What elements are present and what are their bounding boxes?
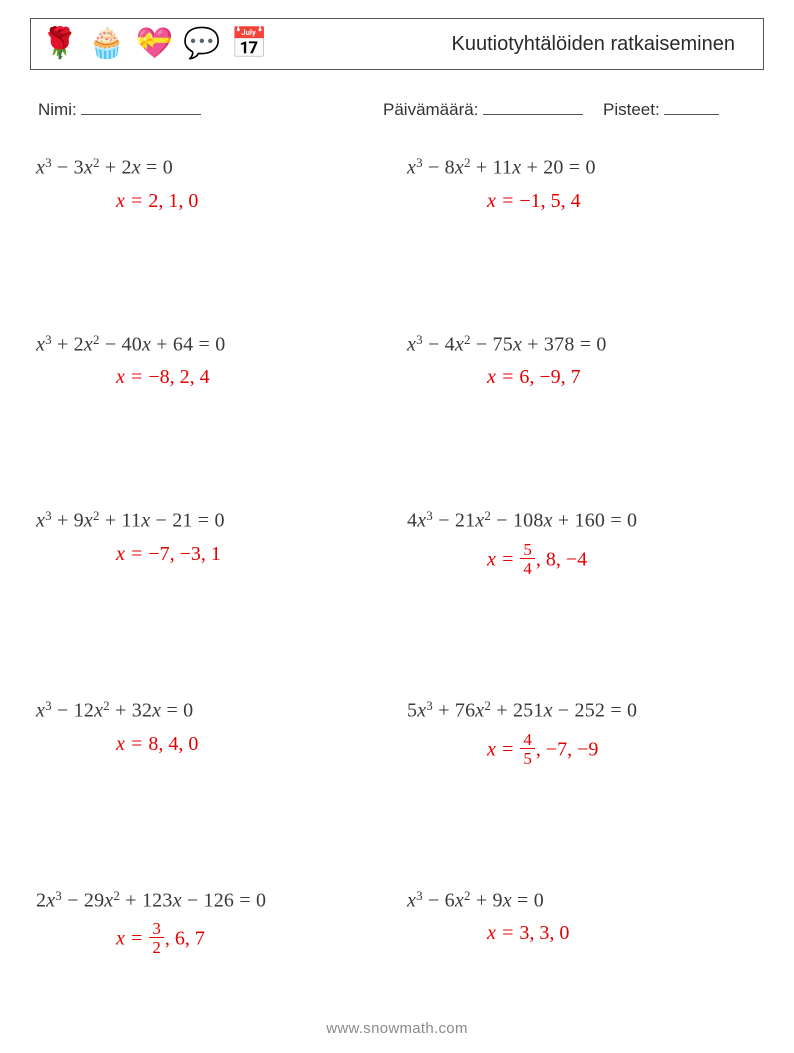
- answer: x = 45, −7, −9: [407, 733, 758, 769]
- equation: x3 − 6x2 + 9x = 0: [407, 887, 758, 913]
- answer: x = 32, 6, 7: [36, 922, 387, 958]
- equation: x3 − 12x2 + 32x = 0: [36, 697, 387, 723]
- answer: x = 2, 1, 0: [36, 190, 387, 213]
- date-blank: [483, 98, 583, 115]
- answer: x = −7, −3, 1: [36, 543, 387, 566]
- problem-7: x3 − 12x2 + 32x = 0 x = 8, 4, 0: [36, 697, 387, 769]
- problem-10: x3 − 6x2 + 9x = 0 x = 3, 3, 0: [407, 887, 758, 959]
- score-label: Pisteet:: [603, 100, 660, 119]
- score-blank: [664, 98, 719, 115]
- equation: x3 + 2x2 − 40x + 64 = 0: [36, 331, 387, 357]
- page-title: Kuutiotyhtälöiden ratkaiseminen: [451, 33, 753, 56]
- name-blank: [81, 98, 201, 115]
- equation: 5x3 + 76x2 + 251x − 252 = 0: [407, 697, 758, 723]
- problems-grid: x3 − 3x2 + 2x = 0 x = 2, 1, 0 x3 − 8x2 + 1…: [30, 154, 764, 958]
- problem-6: 4x3 − 21x2 − 108x + 160 = 0 x = 54, 8, −4: [407, 507, 758, 579]
- date-label: Päivämäärä:: [383, 100, 478, 119]
- rose-icon: 🌹: [41, 29, 78, 59]
- equation: 4x3 − 21x2 − 108x + 160 = 0: [407, 507, 758, 533]
- calendar-icon: 📅: [230, 29, 267, 59]
- problem-4: x3 − 4x2 − 75x + 378 = 0 x = 6, −9, 7: [407, 331, 758, 390]
- cupcake-icon: 🧁: [88, 29, 125, 59]
- name-label: Nimi:: [38, 100, 77, 119]
- equation: x3 − 8x2 + 11x + 20 = 0: [407, 154, 758, 180]
- heart-gift-icon: 💝: [136, 29, 173, 59]
- problem-9: 2x3 − 29x2 + 123x − 126 = 0 x = 32, 6, 7: [36, 887, 387, 959]
- equation: 2x3 − 29x2 + 123x − 126 = 0: [36, 887, 387, 913]
- problem-1: x3 − 3x2 + 2x = 0 x = 2, 1, 0: [36, 154, 387, 213]
- answer: x = 3, 3, 0: [407, 922, 758, 945]
- answer: x = 54, 8, −4: [407, 543, 758, 579]
- answer: x = 6, −9, 7: [407, 366, 758, 389]
- meta-row: Nimi: Päivämäärä: Pisteet:: [30, 98, 764, 120]
- problem-5: x3 + 9x2 + 11x − 21 = 0 x = −7, −3, 1: [36, 507, 387, 579]
- problem-3: x3 + 2x2 − 40x + 64 = 0 x = −8, 2, 4: [36, 331, 387, 390]
- header-icons: 🌹 🧁 💝 💬 📅: [41, 29, 268, 59]
- problem-2: x3 − 8x2 + 11x + 20 = 0 x = −1, 5, 4: [407, 154, 758, 213]
- equation: x3 − 3x2 + 2x = 0: [36, 154, 387, 180]
- answer: x = −1, 5, 4: [407, 190, 758, 213]
- speech-icon: 💬: [183, 29, 220, 59]
- equation: x3 + 9x2 + 11x − 21 = 0: [36, 507, 387, 533]
- equation: x3 − 4x2 − 75x + 378 = 0: [407, 331, 758, 357]
- answer: x = 8, 4, 0: [36, 733, 387, 756]
- footer-link: www.snowmath.com: [0, 1020, 794, 1037]
- answer: x = −8, 2, 4: [36, 366, 387, 389]
- header-box: 🌹 🧁 💝 💬 📅 Kuutiotyhtälöiden ratkaisemine…: [30, 18, 764, 70]
- problem-8: 5x3 + 76x2 + 251x − 252 = 0 x = 45, −7, −…: [407, 697, 758, 769]
